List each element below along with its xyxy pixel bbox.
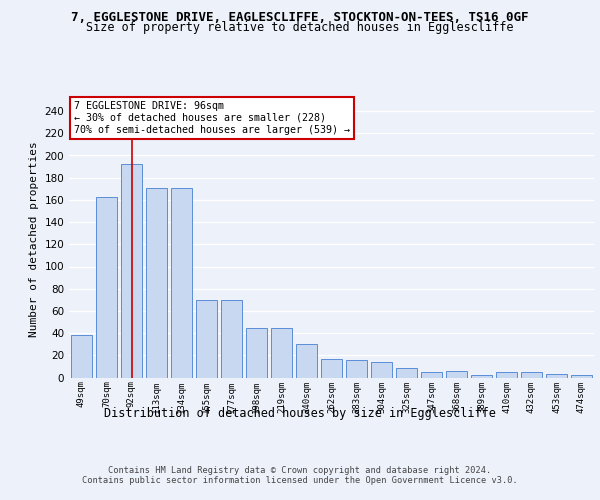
Bar (271, 328, 292, 378)
Text: Distribution of detached houses by size in Egglescliffe: Distribution of detached houses by size … (104, 408, 496, 420)
Bar (121, 164, 142, 378)
Y-axis label: Number of detached properties: Number of detached properties (29, 141, 39, 336)
Bar (371, 362, 392, 378)
Bar (521, 372, 542, 378)
Text: 7, EGGLESTONE DRIVE, EAGLESCLIFFE, STOCKTON-ON-TEES, TS16 0GF: 7, EGGLESTONE DRIVE, EAGLESCLIFFE, STOCK… (71, 11, 529, 24)
Bar (96, 196, 117, 378)
Bar (146, 188, 167, 378)
Bar (321, 358, 342, 378)
Text: 7 EGGLESTONE DRIVE: 96sqm
← 30% of detached houses are smaller (228)
70% of semi: 7 EGGLESTONE DRIVE: 96sqm ← 30% of detac… (74, 102, 350, 134)
Bar (446, 371, 467, 378)
Bar (221, 300, 242, 378)
Text: Contains HM Land Registry data © Crown copyright and database right 2024.
Contai: Contains HM Land Registry data © Crown c… (82, 466, 518, 485)
Text: Size of property relative to detached houses in Egglescliffe: Size of property relative to detached ho… (86, 22, 514, 35)
Bar (296, 344, 317, 378)
Bar (396, 368, 417, 378)
Bar (571, 376, 592, 378)
Bar (246, 328, 267, 378)
Bar (496, 372, 517, 378)
Bar (196, 300, 217, 378)
Bar (421, 372, 442, 378)
Bar (171, 188, 192, 378)
Bar (71, 336, 92, 378)
Bar (471, 376, 492, 378)
Bar (546, 374, 567, 378)
Bar (346, 360, 367, 378)
